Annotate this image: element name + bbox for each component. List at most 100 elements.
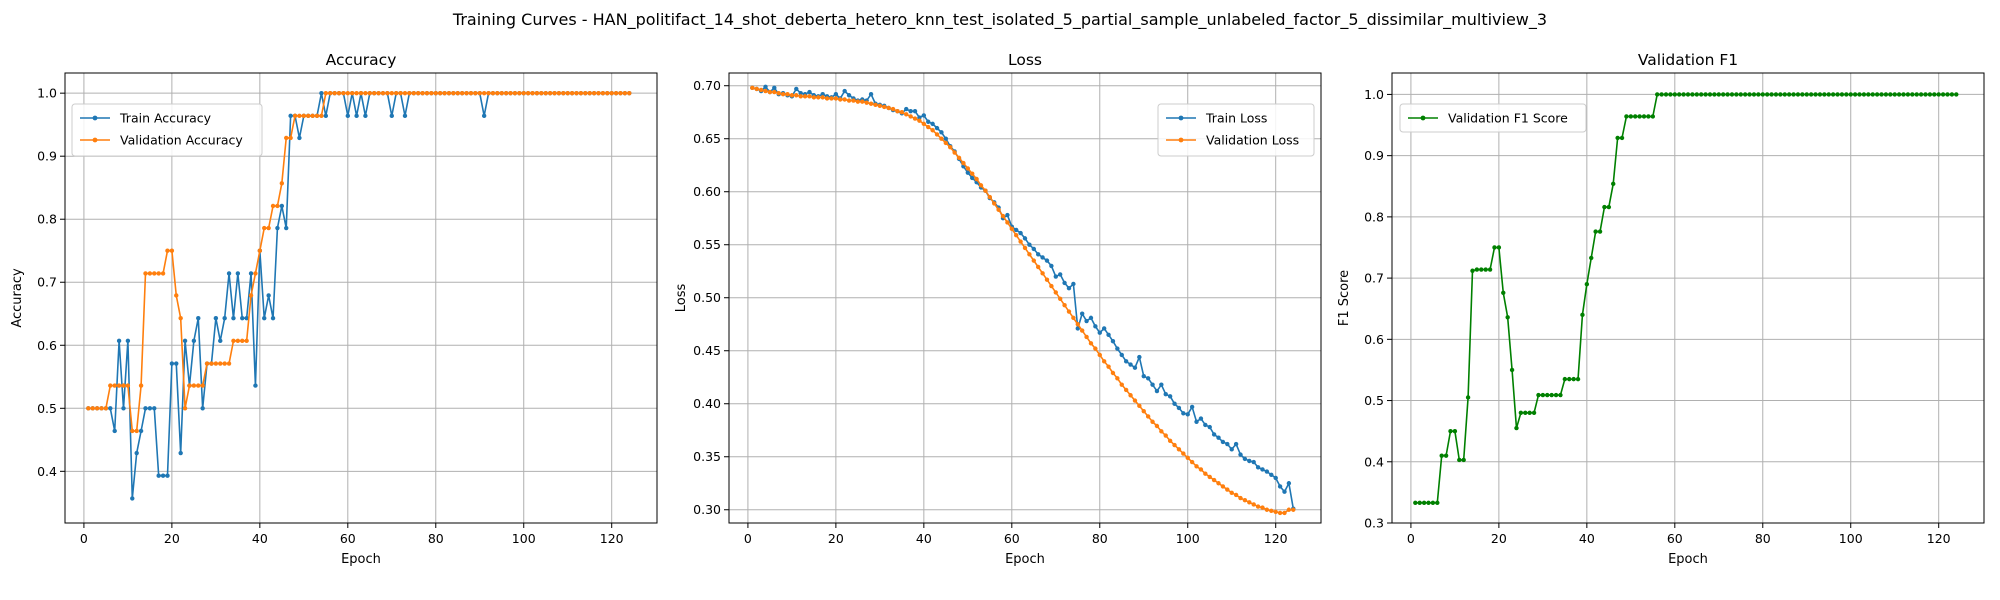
data-point bbox=[895, 108, 900, 114]
data-point bbox=[1483, 267, 1488, 272]
data-point bbox=[917, 115, 922, 120]
data-point bbox=[965, 170, 971, 175]
data-point bbox=[1923, 92, 1928, 97]
data-point bbox=[262, 315, 267, 321]
data-point bbox=[1101, 326, 1107, 331]
data-point bbox=[112, 383, 117, 388]
data-point bbox=[926, 124, 931, 130]
legend-box bbox=[1157, 103, 1315, 157]
data-point bbox=[1106, 364, 1111, 369]
legend-marker bbox=[1178, 137, 1184, 143]
legend-label: Train Accuracy bbox=[119, 111, 212, 126]
x-tick-label: 60 bbox=[1004, 531, 1020, 546]
data-point bbox=[1584, 282, 1590, 287]
data-point bbox=[231, 315, 236, 321]
data-point bbox=[1597, 229, 1603, 234]
data-point bbox=[1255, 465, 1261, 470]
data-point bbox=[574, 90, 579, 96]
data-point bbox=[1536, 392, 1541, 398]
data-point bbox=[1954, 92, 1959, 97]
data-point bbox=[297, 135, 302, 141]
data-point bbox=[1813, 92, 1818, 97]
y-tick-label: 0.5 bbox=[37, 401, 57, 416]
data-point bbox=[1040, 271, 1045, 276]
data-point bbox=[838, 97, 843, 102]
data-point bbox=[1910, 92, 1915, 97]
data-point bbox=[231, 338, 236, 344]
data-point bbox=[143, 406, 148, 411]
data-point bbox=[1071, 315, 1076, 321]
data-point bbox=[1018, 230, 1023, 236]
data-point bbox=[503, 90, 509, 96]
subplot-3: 0 20 40 60 80 100 120 0.3 0.4 0.5 0.6 0.7 0.8 0.9 1.0 V… bbox=[1337, 51, 1985, 567]
data-point bbox=[1040, 255, 1045, 260]
x-tick-label: 0 bbox=[744, 531, 752, 546]
x-tick-label: 20 bbox=[828, 531, 844, 546]
data-point bbox=[152, 406, 157, 411]
data-point bbox=[235, 338, 241, 344]
data-point bbox=[284, 225, 289, 231]
data-point bbox=[1760, 92, 1765, 97]
data-point bbox=[389, 90, 394, 96]
data-point bbox=[266, 293, 271, 298]
x-tick-label: 40 bbox=[252, 531, 268, 546]
data-point bbox=[908, 114, 913, 119]
data-point bbox=[108, 406, 113, 411]
data-point bbox=[1690, 92, 1695, 97]
series-validation-loss bbox=[750, 85, 1296, 516]
data-point bbox=[939, 130, 944, 135]
data-point bbox=[1646, 114, 1651, 119]
data-point bbox=[943, 140, 949, 146]
data-point bbox=[204, 361, 210, 366]
axes-frame bbox=[1391, 72, 1985, 524]
y-tick-label: 0.3 bbox=[1364, 516, 1384, 531]
data-point bbox=[1672, 92, 1678, 97]
y-tick-label: 0.6 bbox=[1364, 332, 1384, 347]
data-point bbox=[1163, 433, 1168, 438]
data-point bbox=[987, 194, 993, 200]
y-axis-label: F1 Score bbox=[1337, 270, 1352, 326]
y-tick-label: 0.7 bbox=[1364, 271, 1384, 286]
data-point bbox=[1255, 504, 1261, 509]
data-point bbox=[499, 90, 504, 96]
y-tick-label: 0.55 bbox=[693, 237, 721, 252]
data-point bbox=[978, 183, 984, 188]
data-point bbox=[1655, 92, 1660, 97]
data-point bbox=[116, 338, 122, 344]
data-point bbox=[1734, 92, 1739, 97]
data-point bbox=[1747, 92, 1752, 97]
data-point bbox=[750, 85, 755, 91]
data-point bbox=[1123, 387, 1129, 393]
plot-area bbox=[1392, 73, 1984, 523]
y-tick-label: 1.0 bbox=[1364, 87, 1384, 102]
data-point bbox=[1619, 135, 1625, 141]
data-point bbox=[1575, 376, 1581, 382]
data-point bbox=[842, 88, 847, 94]
data-point bbox=[1677, 92, 1682, 97]
data-point bbox=[1084, 318, 1089, 324]
data-point bbox=[921, 113, 927, 118]
data-point bbox=[1277, 484, 1283, 489]
data-point bbox=[1035, 264, 1041, 270]
data-point bbox=[323, 113, 329, 119]
data-point bbox=[798, 94, 803, 99]
data-point bbox=[1176, 447, 1182, 452]
data-point bbox=[600, 90, 606, 96]
data-point bbox=[1264, 507, 1270, 512]
data-point bbox=[1194, 419, 1199, 424]
data-point bbox=[1786, 92, 1792, 97]
data-point bbox=[1203, 422, 1208, 428]
data-point bbox=[1593, 229, 1598, 234]
data-point bbox=[103, 406, 109, 411]
data-point bbox=[116, 383, 122, 388]
legend-marker bbox=[92, 115, 98, 121]
data-point bbox=[1211, 432, 1217, 437]
data-point bbox=[543, 90, 548, 96]
data-point bbox=[961, 160, 966, 166]
data-point bbox=[209, 361, 214, 366]
data-point bbox=[798, 90, 803, 96]
data-point bbox=[1247, 458, 1252, 464]
subplot-title: Accuracy bbox=[326, 51, 397, 69]
data-point bbox=[807, 94, 812, 99]
data-point bbox=[763, 84, 768, 89]
